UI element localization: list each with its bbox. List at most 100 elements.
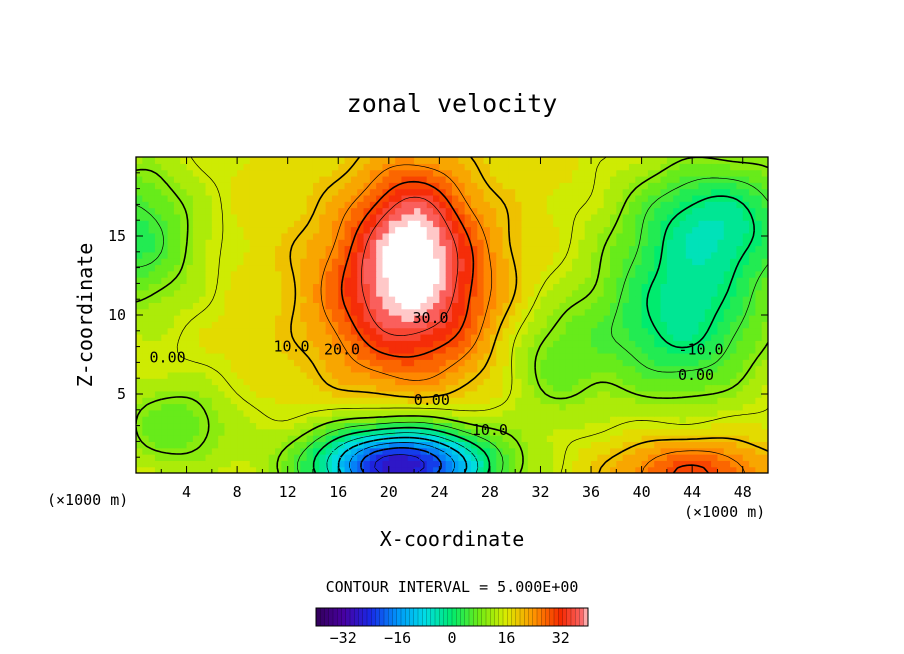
field-cell (628, 403, 636, 411)
field-cell (350, 251, 358, 259)
field-cell (161, 213, 169, 221)
field-cell (167, 428, 175, 436)
field-cell (173, 270, 181, 278)
field-cell (458, 201, 466, 209)
field-cell (294, 226, 301, 234)
field-cell (325, 454, 333, 461)
field-cell (597, 447, 605, 455)
field-cell (433, 447, 440, 455)
field-cell (376, 416, 384, 424)
field-cell (565, 302, 573, 310)
field-cell (452, 340, 459, 348)
field-cell (477, 277, 485, 284)
field-cell (173, 201, 181, 209)
field-cell (521, 466, 529, 473)
field-cell (186, 365, 194, 373)
field-cell (692, 321, 700, 329)
field-cell (527, 409, 535, 417)
field-cell (559, 157, 567, 164)
field-cell (287, 460, 295, 468)
field-cell (565, 333, 573, 341)
field-cell (376, 340, 384, 348)
field-cell (186, 460, 194, 468)
field-cell (420, 175, 428, 183)
field-cell (483, 213, 491, 221)
field-cell (382, 340, 390, 348)
field-cell (736, 207, 744, 215)
field-cell (300, 333, 308, 341)
field-cell (445, 213, 453, 221)
field-cell (736, 194, 744, 202)
field-cell (275, 352, 282, 360)
field-cell (395, 315, 403, 322)
field-cell (730, 371, 737, 379)
field-cell (268, 157, 276, 164)
field-cell (249, 194, 257, 202)
field-cell (376, 182, 384, 190)
field-cell (578, 201, 586, 209)
field-cell (673, 201, 681, 209)
field-cell (180, 289, 188, 297)
field-cell (755, 302, 763, 310)
field-cell (173, 302, 181, 310)
field-cell (300, 428, 308, 436)
field-cell (136, 270, 143, 278)
field-cell (433, 416, 440, 424)
field-cell (199, 163, 207, 171)
field-cell (578, 435, 586, 442)
field-cell (546, 441, 554, 449)
field-cell (610, 352, 617, 360)
field-cell (136, 378, 143, 386)
field-cell (312, 466, 320, 473)
field-cell (376, 397, 384, 405)
field-cell (685, 371, 693, 379)
field-cell (218, 466, 226, 473)
field-cell (584, 428, 592, 436)
field-cell (489, 409, 497, 417)
field-cell (369, 207, 377, 215)
field-cell (211, 245, 219, 253)
field-cell (407, 232, 415, 240)
field-cell (376, 258, 384, 266)
field-cell (294, 201, 301, 209)
field-cell (698, 302, 706, 310)
field-cell (553, 270, 561, 278)
field-cell (142, 157, 150, 164)
field-cell (167, 409, 175, 417)
field-cell (388, 346, 396, 354)
field-cell (477, 466, 485, 473)
field-cell (243, 226, 251, 234)
field-cell (628, 416, 636, 424)
field-cell (369, 251, 377, 259)
field-cell (565, 397, 573, 405)
field-cell (711, 371, 719, 379)
field-cell (477, 403, 485, 411)
field-cell (458, 302, 466, 310)
field-cell (161, 409, 169, 417)
field-cell (167, 289, 175, 297)
field-cell (173, 371, 181, 379)
field-cell (666, 308, 674, 316)
field-cell (426, 428, 434, 436)
field-cell (660, 447, 668, 455)
field-cell (578, 289, 586, 297)
field-cell (148, 333, 156, 341)
field-cell (521, 296, 529, 303)
field-cell (622, 403, 630, 411)
field-cell (306, 422, 314, 430)
field-cell (742, 315, 750, 322)
field-cell (205, 340, 213, 348)
field-cell (736, 409, 744, 417)
field-cell (584, 390, 592, 398)
field-cell (445, 315, 453, 322)
field-cell (325, 371, 333, 379)
field-cell (647, 245, 655, 253)
field-cell (420, 340, 428, 348)
field-cell (205, 409, 213, 417)
field-cell (167, 245, 175, 253)
field-cell (565, 466, 573, 473)
field-cell (534, 283, 542, 291)
field-cell (300, 308, 308, 316)
field-cell (357, 340, 365, 348)
